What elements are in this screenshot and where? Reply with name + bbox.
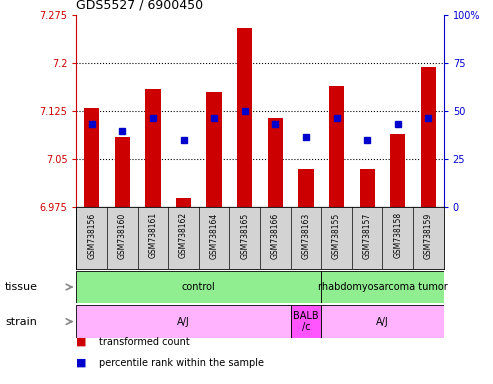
Text: percentile rank within the sample: percentile rank within the sample <box>99 358 264 368</box>
Bar <box>115 137 130 207</box>
Bar <box>268 118 283 207</box>
Bar <box>421 66 436 207</box>
Text: GSM738157: GSM738157 <box>363 212 372 258</box>
Bar <box>207 92 222 207</box>
Text: GSM738160: GSM738160 <box>118 212 127 258</box>
Bar <box>298 169 314 207</box>
Text: GSM738158: GSM738158 <box>393 212 402 258</box>
Bar <box>329 86 344 207</box>
Text: BALB
/c: BALB /c <box>293 311 319 333</box>
Text: transformed count: transformed count <box>99 337 189 347</box>
Bar <box>237 28 252 207</box>
Text: GDS5527 / 6900450: GDS5527 / 6900450 <box>76 0 204 12</box>
Text: ■: ■ <box>76 337 87 347</box>
Bar <box>321 271 444 303</box>
Text: GSM738159: GSM738159 <box>424 212 433 258</box>
Bar <box>390 134 405 207</box>
Bar <box>84 108 100 207</box>
Text: tissue: tissue <box>5 282 38 292</box>
Text: GSM738163: GSM738163 <box>301 212 311 258</box>
Bar <box>76 271 321 303</box>
Text: strain: strain <box>5 316 37 327</box>
Bar <box>291 305 321 338</box>
Bar <box>76 305 291 338</box>
Bar <box>145 89 161 207</box>
Text: GSM738161: GSM738161 <box>148 212 157 258</box>
Text: A/J: A/J <box>376 316 389 327</box>
Text: GSM738164: GSM738164 <box>210 212 219 258</box>
Text: GSM738165: GSM738165 <box>240 212 249 258</box>
Text: GSM738162: GSM738162 <box>179 212 188 258</box>
Text: rhabdomyosarcoma tumor: rhabdomyosarcoma tumor <box>317 282 447 292</box>
Text: control: control <box>182 282 216 292</box>
Text: GSM738155: GSM738155 <box>332 212 341 258</box>
Text: A/J: A/J <box>177 316 190 327</box>
Text: ■: ■ <box>76 358 87 368</box>
Bar <box>359 169 375 207</box>
Bar <box>321 305 444 338</box>
Text: GSM738156: GSM738156 <box>87 212 96 258</box>
Text: GSM738166: GSM738166 <box>271 212 280 258</box>
Bar <box>176 198 191 207</box>
